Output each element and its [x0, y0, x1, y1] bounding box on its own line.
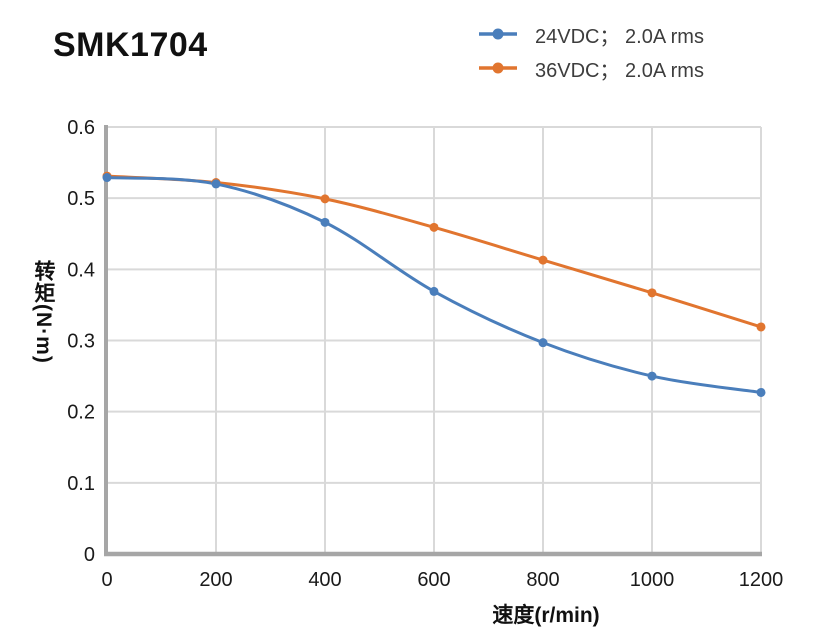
- data-point-marker: [756, 322, 766, 332]
- y-tick-label: 0: [84, 544, 95, 566]
- y-tick-label: 0.2: [67, 402, 95, 424]
- line-marker-icon: [479, 28, 517, 40]
- legend: 24VDC； 2.0A rms 36VDC； 2.0A rms: [478, 17, 704, 85]
- y-tick-label: 0.3: [67, 331, 95, 353]
- x-tick-label: 600: [417, 569, 450, 591]
- data-point-marker: [756, 387, 766, 397]
- y-tick-label: 0.4: [67, 259, 95, 281]
- data-point-marker: [647, 371, 657, 381]
- data-point-marker: [538, 255, 548, 265]
- data-point-marker: [320, 217, 330, 227]
- x-tick-label: 400: [308, 569, 341, 591]
- legend-item-24vdc: 24VDC； 2.0A rms: [478, 17, 704, 51]
- legend-item-36vdc: 36VDC； 2.0A rms: [478, 51, 704, 85]
- data-point-marker: [429, 286, 439, 296]
- y-tick-label: 0.1: [67, 473, 95, 495]
- data-point-marker: [211, 179, 221, 189]
- data-point-marker: [647, 288, 657, 298]
- x-tick-label: 1200: [739, 569, 784, 591]
- y-tick-label: 0.6: [67, 117, 95, 139]
- x-tick-label: 1000: [630, 569, 675, 591]
- x-axis-title: 速度(r/min): [492, 604, 600, 627]
- legend-label-24vdc: 24VDC； 2.0A rms: [535, 25, 704, 48]
- y-tick-label: 0.5: [67, 188, 95, 210]
- data-point-marker: [538, 338, 548, 348]
- chart-title: SMK1704: [53, 26, 208, 64]
- y-axis-title: 转矩(N·m): [32, 260, 55, 364]
- x-tick-label: 0: [101, 569, 112, 591]
- data-point-marker: [102, 173, 112, 183]
- x-tick-label: 800: [526, 569, 559, 591]
- line-marker-icon: [479, 62, 517, 74]
- legend-label-36vdc: 36VDC； 2.0A rms: [535, 59, 704, 82]
- data-point-marker: [320, 194, 330, 204]
- x-tick-label: 200: [199, 569, 232, 591]
- data-point-marker: [429, 222, 439, 232]
